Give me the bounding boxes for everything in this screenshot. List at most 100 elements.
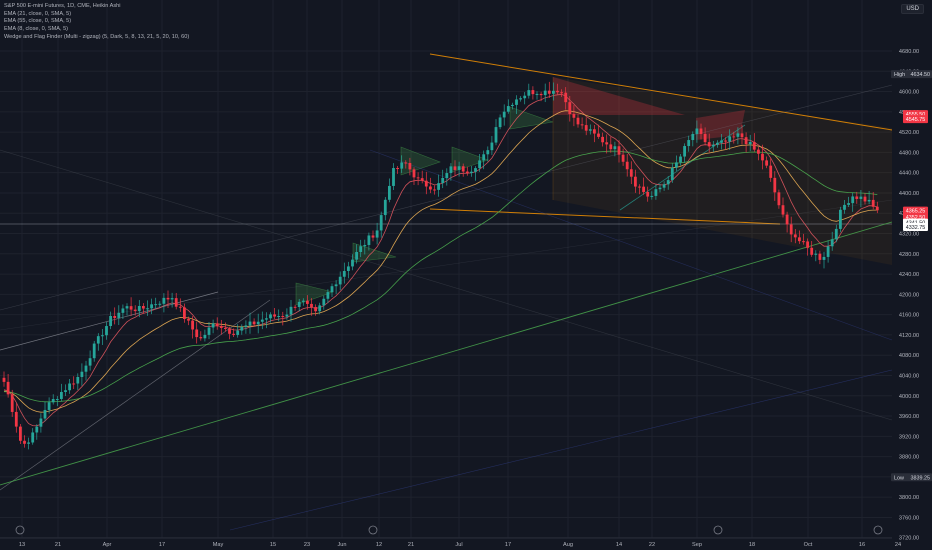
candle [597, 124, 600, 139]
candle [281, 311, 285, 326]
symbol-title[interactable]: S&P 500 E-mini Futures, 1D, CME, Heikin … [4, 3, 121, 9]
wedge-flag-legend[interactable]: Wedge and Flag Finder (Multi - zigzag) (… [4, 33, 190, 40]
candle [789, 216, 793, 243]
candle [474, 166, 477, 181]
candle [375, 222, 379, 245]
bull-flag-zone [451, 146, 489, 173]
candle [470, 166, 473, 177]
time-axis[interactable]: 13 21 Apr 17 May 15 23 Jun 12 21 Jul 17 Aug 14 22 Sep 18… [0, 525, 901, 548]
candle [232, 328, 235, 337]
candle [703, 127, 707, 146]
candle [351, 254, 354, 271]
candle [580, 117, 584, 130]
candle [543, 83, 547, 103]
price-axis-bg [892, 0, 932, 550]
candle [355, 244, 358, 264]
candle [863, 193, 867, 205]
candle [810, 241, 814, 257]
event-marker-icon[interactable] [873, 525, 883, 535]
candle [773, 171, 777, 201]
candle [55, 396, 59, 407]
candle [228, 326, 231, 340]
candle [568, 95, 572, 122]
candle [728, 129, 732, 150]
ema-21-legend[interactable]: EMA (21, close, 0, SMA, 5) [4, 10, 72, 17]
candle [187, 316, 190, 326]
candle [23, 435, 26, 448]
candle [269, 312, 272, 323]
price-tag-value: 4545.75 [906, 117, 926, 123]
price-tick-label: 4280.00 [899, 252, 919, 258]
price-tick-label: 4040.00 [899, 373, 919, 379]
candle [588, 124, 592, 135]
price-tick-label: 4000.00 [899, 394, 919, 400]
candle [322, 295, 326, 310]
event-marker-icon[interactable] [15, 525, 25, 535]
candle [638, 184, 641, 195]
candle [552, 82, 555, 101]
candle [433, 185, 436, 195]
candle [429, 177, 432, 194]
price-axis[interactable]: 4680.004640.004600.004560.004520.004480.… [891, 0, 932, 550]
candle [137, 300, 141, 318]
candle [404, 160, 408, 169]
candle [105, 322, 108, 340]
time-tick-label: Sep [692, 542, 702, 548]
event-marker-icon[interactable] [368, 525, 378, 535]
candle [301, 298, 305, 306]
candle [666, 176, 670, 190]
candle [765, 156, 768, 169]
candle [191, 316, 194, 339]
candle [814, 250, 818, 262]
candle [252, 318, 256, 327]
candle [129, 297, 133, 316]
price-tick-label: 4440.00 [899, 171, 919, 177]
candle [195, 321, 199, 344]
time-tick-label: Oct [804, 542, 813, 548]
candle [80, 363, 84, 386]
time-tick-label: Aug [563, 542, 573, 548]
candle [150, 298, 153, 315]
candle [117, 305, 121, 325]
candle [412, 167, 416, 185]
price-tick-label: 4160.00 [899, 313, 919, 319]
price-tick-label: 3960.00 [899, 414, 919, 420]
candle [851, 192, 855, 212]
candle [314, 304, 317, 316]
candle [379, 211, 383, 238]
ema-55-legend[interactable]: EMA (55, close, 0, SMA, 5) [4, 18, 72, 25]
candle [478, 153, 481, 172]
candle [498, 114, 502, 130]
time-tick-label: 22 [649, 542, 655, 548]
candle [629, 161, 633, 185]
channel-line [0, 149, 893, 421]
candle [539, 91, 543, 102]
grid [0, 0, 892, 539]
candle [547, 81, 551, 98]
candle [334, 280, 338, 295]
candle [707, 133, 711, 153]
candle [843, 200, 846, 214]
candle [711, 140, 715, 152]
candle [142, 303, 145, 314]
candle [506, 99, 510, 114]
candle [617, 140, 621, 163]
candle [400, 155, 404, 173]
time-tick-label: 13 [19, 542, 25, 548]
candle [793, 229, 797, 244]
candle [634, 169, 637, 193]
bull-flag-zone [509, 106, 554, 130]
low-marker: Low 3839.25 [891, 473, 932, 482]
event-marker-icon[interactable] [713, 525, 723, 535]
candle [818, 250, 822, 265]
candle [798, 230, 801, 244]
wedge-zone [553, 77, 892, 265]
candle [293, 304, 297, 311]
candle [347, 261, 350, 279]
ema-8-legend[interactable]: EMA (8, close, 0, SMA, 5) [4, 26, 69, 33]
candle [47, 397, 51, 414]
candle [601, 132, 604, 147]
low-value: 3839.25 [911, 475, 931, 481]
currency-button[interactable]: USD [901, 4, 924, 14]
